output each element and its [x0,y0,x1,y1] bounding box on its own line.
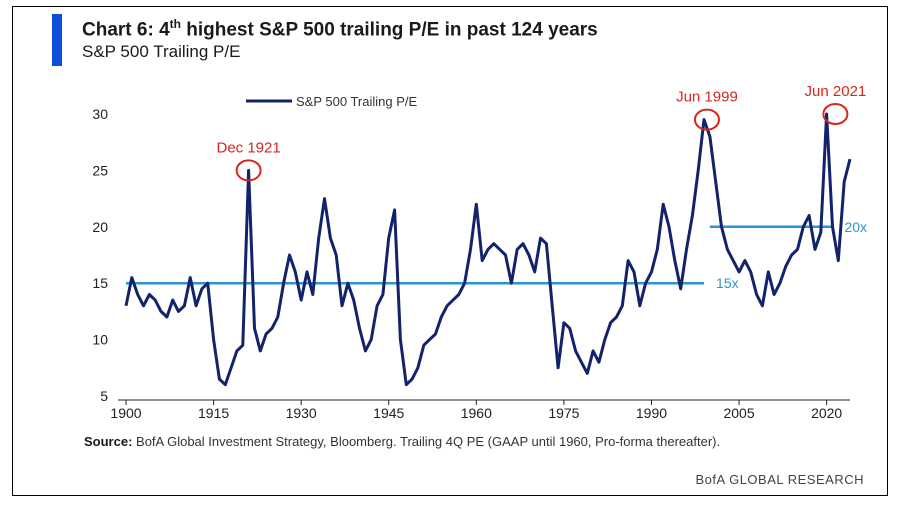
x-tick-label: 1975 [548,405,579,421]
reference-line-label: 15x [716,275,739,291]
brand-label: BofA GLOBAL RESEARCH [695,472,864,487]
annotation-label: Dec 1921 [217,139,281,156]
y-tick-label: 15 [92,275,108,291]
chart-frame [12,6,888,496]
chart-subtitle: S&P 500 Trailing P/E [82,42,241,61]
x-tick-label: 1945 [373,405,404,421]
source-note: Source: BofA Global Investment Strategy,… [84,432,864,451]
source-label: Source: [84,434,133,449]
y-tick-label: 5 [100,388,108,404]
annotation-circle [235,159,262,182]
annotation-label: Jun 1999 [676,89,738,106]
x-tick-label: 1915 [198,405,229,421]
chart-title-prefix: Chart 6: 4 [82,19,170,41]
legend-label: S&P 500 Trailing P/E [296,94,417,109]
y-tick-label: 30 [92,106,108,122]
chart-title: Chart 6: 4th highest S&P 500 trailing P/… [82,17,598,41]
series-line-pe [124,112,852,387]
y-tick-label: 25 [92,162,108,178]
y-tick-label: 20 [92,219,108,235]
annotation-circle [822,103,849,125]
x-tick-label: 1960 [461,405,492,421]
x-tick-label: 1900 [110,405,141,421]
y-tick-label: 10 [92,332,108,348]
x-tick-label: 2005 [723,405,754,421]
x-tick-label: 1930 [286,405,317,421]
annotation-label: Jun 2021 [805,83,867,100]
x-tick-label: 2020 [811,405,842,421]
title-accent-bar [52,14,62,66]
annotation-circle [693,108,720,131]
chart-title-suffix: highest S&P 500 trailing P/E in past 124… [180,19,598,41]
chart-title-superscript: th [169,17,181,31]
x-tick-label: 1990 [636,405,667,421]
source-text: BofA Global Investment Strategy, Bloombe… [132,434,721,449]
reference-line-label: 20x [844,219,867,235]
